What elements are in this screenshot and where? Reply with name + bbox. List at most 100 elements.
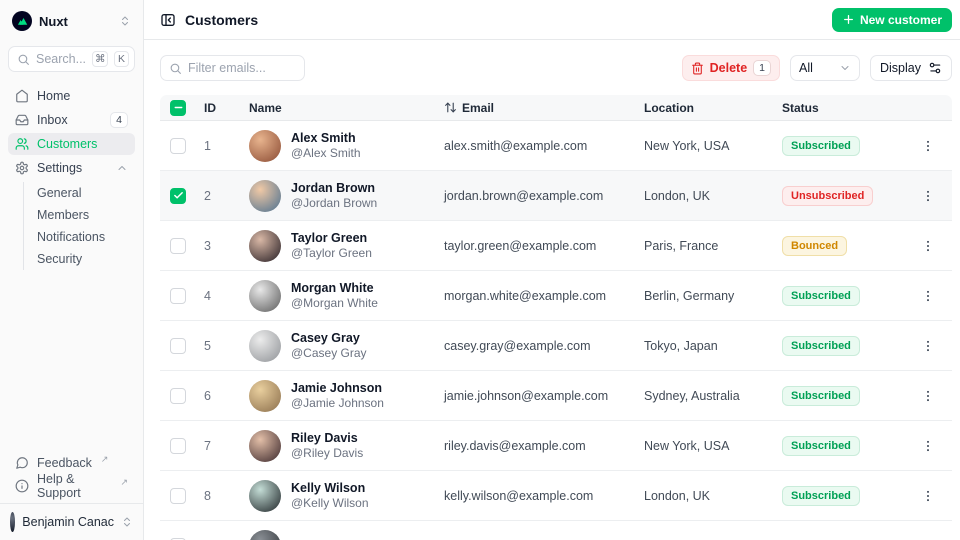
workspace-switcher[interactable]: Nuxt — [8, 8, 135, 32]
sidebar-item-home[interactable]: Home — [8, 85, 135, 107]
sidebar-item-security[interactable]: Security — [37, 252, 83, 266]
table-row: 8 Kelly Wilson @Kelly Wilson kelly.wilso… — [160, 471, 952, 521]
new-customer-button[interactable]: New customer — [831, 7, 952, 32]
row-actions-button[interactable] — [921, 422, 935, 470]
sidebar-item-inbox[interactable]: Inbox 4 — [8, 109, 135, 131]
sidebar-item-customers[interactable]: Customers — [8, 133, 135, 155]
customer-location: London, UK — [644, 188, 711, 203]
row-checkbox[interactable] — [170, 237, 186, 254]
chevron-up-icon — [116, 162, 128, 174]
customer-avatar — [249, 329, 281, 362]
customer-avatar — [249, 129, 281, 162]
customer-handle: @Taylor Green — [291, 246, 372, 260]
row-actions-button[interactable] — [921, 272, 935, 320]
row-checkbox[interactable] — [170, 437, 186, 454]
customer-location: Paris, France — [644, 238, 719, 253]
customer-id: 2 — [204, 188, 211, 203]
row-actions-button[interactable] — [921, 372, 935, 420]
customer-email: alex.smith@example.com — [444, 138, 588, 153]
status-badge: Subscribed — [782, 435, 860, 456]
customer-name: Morgan White — [291, 281, 374, 295]
sidebar-item-members[interactable]: Members — [37, 208, 90, 222]
customer-email: jamie.johnson@example.com — [444, 388, 609, 403]
row-checkbox[interactable] — [170, 487, 186, 504]
table-row: 2 Jordan Brown @Jordan Brown jordan.brow… — [160, 171, 952, 221]
brand-name: Nuxt — [39, 13, 68, 29]
footer-item-label: Help & Support — [37, 472, 81, 500]
help-support-link[interactable]: Help & Support ↗ — [8, 472, 135, 500]
row-checkbox[interactable] — [170, 337, 186, 354]
footer-item-label: Feedback — [37, 456, 92, 470]
row-checkbox[interactable] — [170, 387, 186, 404]
main-content: Customers New customer Delete 1 All — [144, 0, 960, 540]
customer-id: 7 — [204, 438, 211, 453]
chat-bubble-icon — [15, 456, 29, 470]
page-title: Customers — [185, 11, 259, 28]
home-icon — [15, 89, 29, 103]
customer-location: Tokyo, Japan — [644, 338, 718, 353]
sidebar-item-notifications[interactable]: Notifications — [37, 230, 106, 244]
collapse-sidebar-icon[interactable] — [160, 12, 176, 28]
customer-name: Jamie Johnson — [291, 381, 382, 395]
table-header-row: ID Name Email Location Status — [160, 95, 952, 121]
page-header: Customers New customer — [144, 0, 960, 40]
row-checkbox[interactable] — [170, 287, 186, 304]
row-actions-button[interactable] — [921, 222, 935, 270]
table-row: 7 Riley Davis @Riley Davis riley.davis@e… — [160, 421, 952, 471]
search-input[interactable]: Search... ⌘ K — [8, 46, 135, 72]
customer-email: jordan.brown@example.com — [444, 188, 604, 203]
customer-handle: @Alex Smith — [291, 146, 361, 160]
sidebar-item-label: Home — [37, 89, 71, 103]
filter-emails-input[interactable] — [188, 61, 296, 75]
customer-avatar — [249, 479, 281, 512]
sidebar-item-label: Inbox — [37, 113, 68, 127]
feedback-link[interactable]: Feedback ↗ — [8, 452, 135, 474]
row-actions-button[interactable] — [921, 322, 935, 370]
chevron-down-icon — [839, 62, 851, 74]
row-checkbox[interactable] — [170, 187, 186, 204]
status-badge: Subscribed — [782, 485, 860, 506]
sidebar-nav: Home Inbox 4 Customers Settings — [8, 85, 135, 179]
search-icon — [169, 62, 182, 75]
select-all-checkbox[interactable] — [170, 99, 186, 116]
customer-handle: @Morgan White — [291, 296, 378, 310]
external-link-icon: ↗ — [100, 454, 109, 464]
table-row: 1 Alex Smith @Alex Smith alex.smith@exam… — [160, 121, 952, 171]
inbox-count-badge: 4 — [110, 112, 128, 128]
delete-button[interactable]: Delete 1 — [681, 55, 780, 81]
customer-name: Jordan Brown — [291, 181, 376, 195]
row-checkbox[interactable] — [170, 137, 186, 154]
users-icon — [15, 137, 29, 151]
status-badge: Subscribed — [782, 285, 860, 306]
customer-handle: @Kelly Wilson — [291, 496, 369, 510]
table-row: 6 Jamie Johnson @Jamie Johnson jamie.joh… — [160, 371, 952, 421]
status-badge: Subscribed — [782, 385, 860, 406]
user-menu[interactable]: Benjamin Canac — [0, 503, 143, 540]
column-header-email-sort[interactable]: Email — [444, 101, 640, 115]
status-badge: Subscribed — [782, 135, 860, 156]
display-button[interactable]: Display — [870, 55, 952, 81]
sidebar: Nuxt Search... ⌘ K Home Inbox 4 — [0, 0, 144, 540]
customer-avatar — [249, 379, 281, 412]
customer-location: Sydney, Australia — [644, 388, 740, 403]
sidebar-item-general[interactable]: General — [37, 186, 82, 200]
customer-name: Riley Davis — [291, 431, 358, 445]
info-circle-icon — [15, 479, 29, 493]
sidebar-item-settings[interactable]: Settings — [8, 157, 135, 179]
chevrons-up-down-icon — [121, 516, 133, 528]
sort-arrows-icon — [444, 101, 457, 114]
customer-email: taylor.green@example.com — [444, 238, 597, 253]
row-actions-button[interactable] — [921, 472, 935, 520]
row-actions-button[interactable] — [921, 122, 935, 170]
trash-icon — [691, 62, 704, 75]
customer-email: morgan.white@example.com — [444, 288, 607, 303]
customer-avatar — [249, 429, 281, 462]
column-header-name: Name — [249, 100, 282, 115]
toolbar-actions: Delete 1 All Display — [681, 55, 952, 81]
status-filter-select[interactable]: All — [790, 55, 860, 81]
search-placeholder: Search... — [36, 52, 87, 66]
row-actions-button[interactable] — [921, 172, 935, 220]
table-row: 4 Morgan White @Morgan White morgan.whit… — [160, 271, 952, 321]
sidebar-footer: Feedback ↗ Help & Support ↗ — [8, 452, 135, 503]
customers-table: ID Name Email Location Status 1 — [160, 95, 952, 540]
